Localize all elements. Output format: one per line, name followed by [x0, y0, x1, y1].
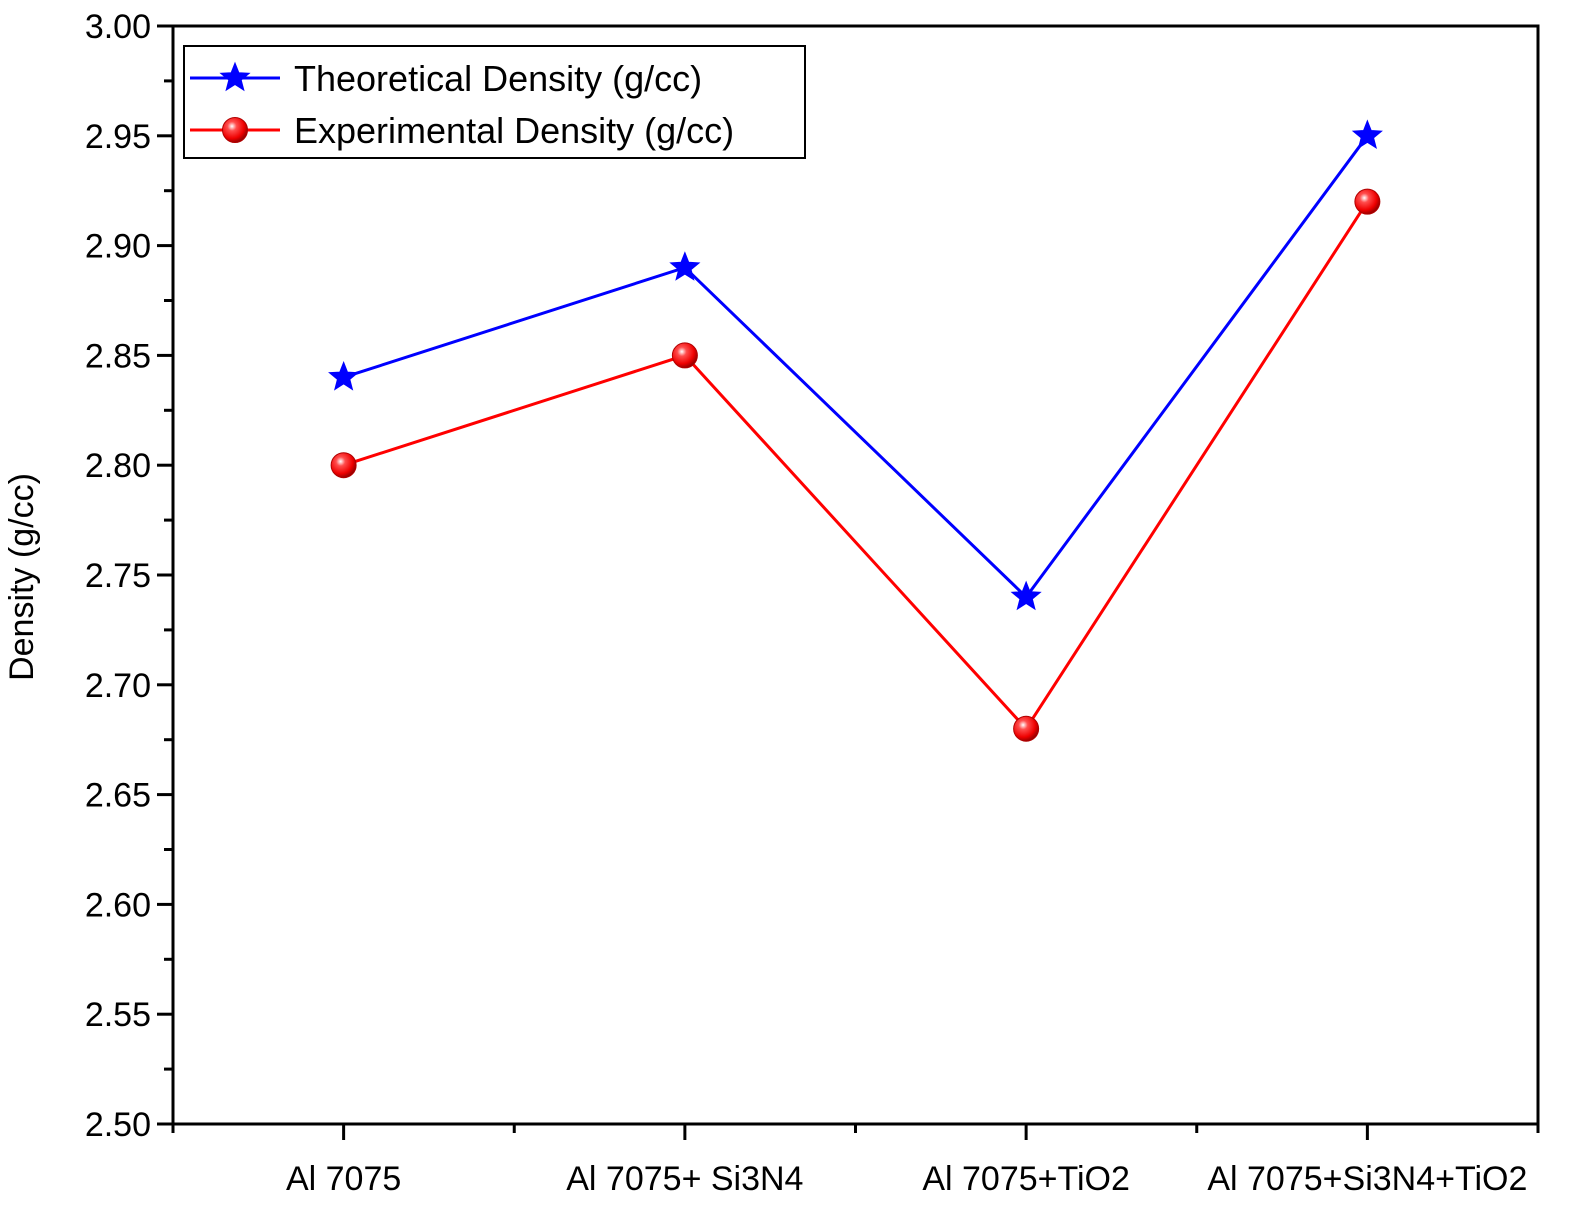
- y-tick-label: 2.65: [85, 777, 151, 815]
- data-point-experimental: [330, 452, 357, 479]
- y-tick-label: 2.60: [85, 886, 151, 924]
- legend-entry-label: Theoretical Density (g/cc): [294, 58, 702, 99]
- data-point-theoretical: [1010, 580, 1042, 611]
- y-tick-label: 2.50: [85, 1106, 151, 1144]
- legend: Theoretical Density (g/cc) Experimental D…: [183, 45, 806, 159]
- y-tick-label: 2.95: [85, 118, 151, 156]
- plot-area: 2.50 2.55 2.60 2.65 2.70 2.75 2.80 2.85 2.90 2.95…: [3, 8, 1540, 1198]
- data-point-theoretical: [1351, 119, 1383, 150]
- y-tick-label: 3.00: [85, 8, 151, 46]
- plot-frame: [171, 24, 1540, 1126]
- series-layer: [328, 119, 1383, 742]
- data-point-theoretical: [669, 251, 701, 281]
- x-category-label: Al 7075+TiO2: [922, 1160, 1130, 1198]
- y-tick-label: 2.85: [85, 337, 151, 375]
- y-tick-label: 2.75: [85, 557, 151, 595]
- series-line-theoretical: [343, 134, 1369, 600]
- data-point-experimental: [671, 342, 698, 369]
- x-category-label: Al 7075: [286, 1160, 401, 1198]
- legend-box: [183, 45, 806, 159]
- x-category-label: Al 7075+ Si3N4: [566, 1160, 803, 1198]
- legend-entry-label: Experimental Density (g/cc): [294, 110, 734, 151]
- legend-marker: [219, 61, 251, 92]
- data-point-experimental: [1013, 715, 1040, 742]
- data-point-theoretical: [328, 360, 360, 391]
- y-tick-label: 2.80: [85, 447, 151, 485]
- y-tick-label: 2.90: [85, 228, 151, 266]
- x-category-label: Al 7075+Si3N4+TiO2: [1207, 1160, 1527, 1198]
- y-tick-label: 2.70: [85, 667, 151, 705]
- y-tick-label: 2.55: [85, 996, 151, 1034]
- series-line-experimental: [343, 200, 1369, 732]
- data-point-experimental: [1354, 188, 1381, 215]
- y-axis-title: Density (g/cc): [3, 473, 41, 681]
- legend-marker: [222, 117, 248, 143]
